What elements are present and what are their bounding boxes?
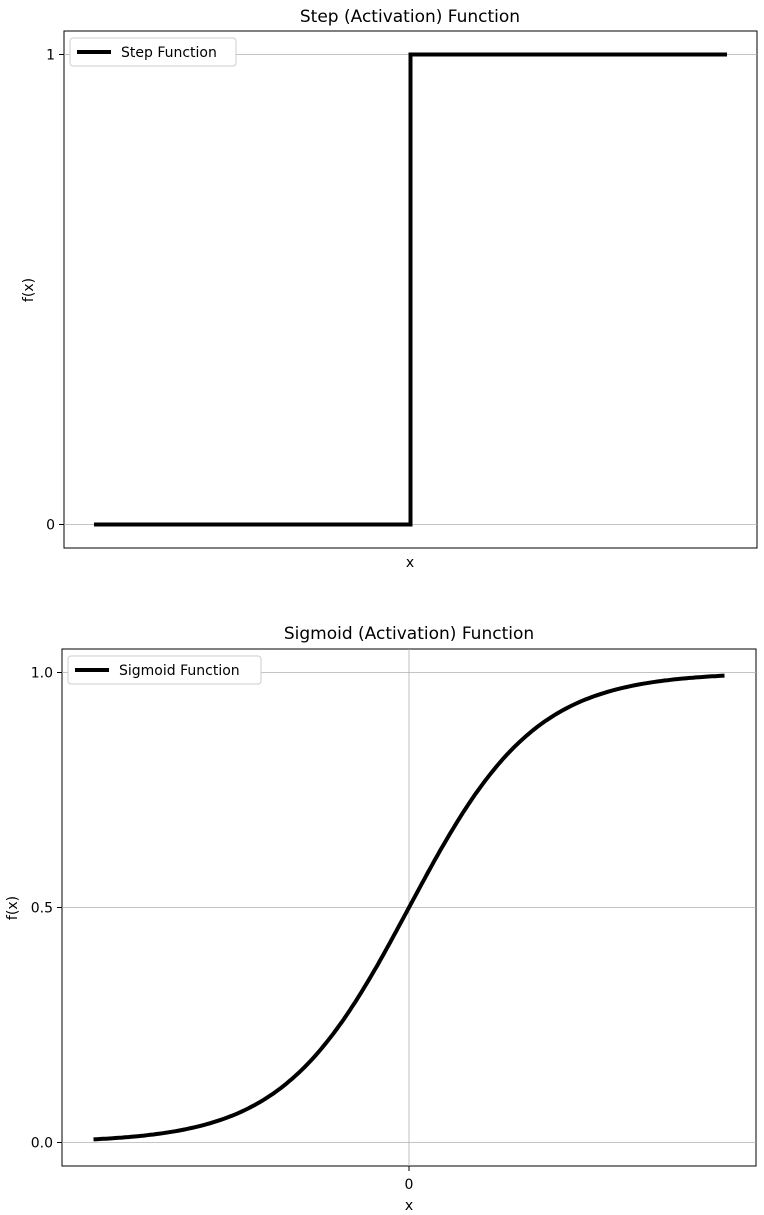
sigmoid-legend-box (67, 655, 262, 685)
step-legend-box (69, 37, 237, 67)
step-x-axis-label: x (406, 555, 414, 571)
step-legend-label: Step Function (121, 45, 217, 61)
step-legend: Step Function (69, 37, 237, 67)
sigmoid-ticks: 0.0 0.5 1.0 0 (31, 666, 414, 1194)
step-series-line (94, 52, 727, 527)
sigmoid-y-tick-label: 0.5 (31, 901, 53, 917)
sigmoid-y-axis-label: f(x) (5, 896, 21, 920)
sigmoid-legend: Sigmoid Function (67, 655, 262, 685)
step-y-ticks: 01 (46, 48, 64, 534)
step-y-tick-label: 1 (46, 48, 55, 64)
sigmoid-y-tick-label: 1.0 (31, 666, 53, 682)
step-chart: Step (Activation) Function 01 x f(x) Ste… (21, 7, 758, 571)
step-y-tick-label: 0 (46, 518, 55, 534)
step-y-axis-label: f(x) (21, 278, 37, 302)
sigmoid-series-line (93, 673, 725, 1142)
sigmoid-legend-label: Sigmoid Function (119, 663, 240, 679)
step-chart-title: Step (Activation) Function (300, 7, 520, 27)
sigmoid-y-tick-label: 0.0 (31, 1136, 53, 1152)
sigmoid-chart-title: Sigmoid (Activation) Function (284, 624, 534, 644)
sigmoid-x-tick-label: 0 (405, 1177, 414, 1193)
sigmoid-chart: Sigmoid (Activation) Function 0.00.51.00… (5, 624, 757, 1214)
sigmoid-x-axis-label: x (405, 1198, 413, 1214)
